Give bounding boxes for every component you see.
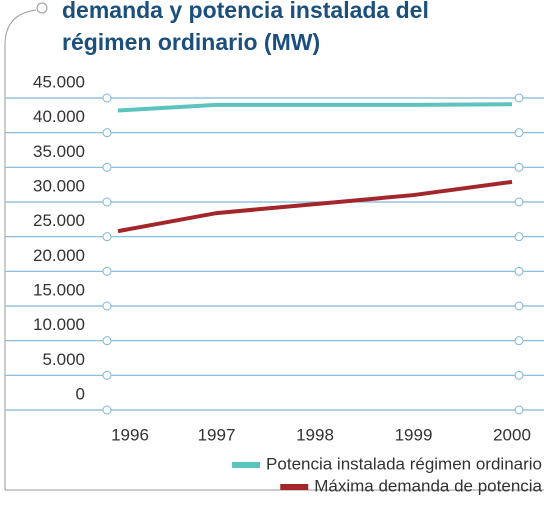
y-tick-label: 5.000 — [42, 350, 85, 369]
grid-dot — [514, 405, 524, 415]
grid-dot — [514, 232, 524, 242]
frame — [4, 9, 37, 490]
y-tick-label: 45.000 — [33, 72, 85, 91]
grid-dot — [102, 197, 112, 207]
line-series — [117, 179, 513, 234]
y-tick-label: 40.000 — [33, 107, 85, 126]
grid-dot — [514, 128, 524, 138]
grid-dot — [514, 370, 524, 380]
grid-dot — [102, 405, 112, 415]
grid-dot — [514, 301, 524, 311]
grid-dot — [102, 266, 112, 276]
grid-dot — [102, 232, 112, 242]
chart-title: régimen ordinario (MW) — [62, 29, 320, 55]
legend-label: Potencia instalada régimen ordinario — [266, 454, 542, 473]
x-tick-label: 1996 — [111, 425, 149, 444]
x-tick-label: 1998 — [296, 425, 334, 444]
x-tick-label: 1997 — [198, 425, 236, 444]
grid-dot — [514, 336, 524, 346]
y-tick-label: 25.000 — [33, 211, 85, 230]
grid-dot — [514, 162, 524, 172]
x-tick-label: 1999 — [395, 425, 433, 444]
grid-dot — [102, 162, 112, 172]
legend-swatch — [280, 484, 309, 490]
y-tick-label: 10.000 — [33, 315, 85, 334]
line-series — [117, 102, 513, 113]
grid-dot — [514, 197, 524, 207]
y-tick-label: 20.000 — [33, 246, 85, 265]
legend-label: Máxima demanda de potencia — [314, 476, 542, 495]
y-tick-label: 30.000 — [33, 176, 85, 195]
grid-dot — [102, 336, 112, 346]
y-tick-label: 35.000 — [33, 142, 85, 161]
grid-dot — [102, 370, 112, 380]
chart-title: demanda y potencia instalada del — [62, 0, 429, 23]
frame-dot — [36, 2, 48, 14]
grid-dot — [102, 128, 112, 138]
grid-dot — [102, 301, 112, 311]
y-tick-label: 15.000 — [33, 280, 85, 299]
grid-dot — [102, 93, 112, 103]
grid-dot — [514, 93, 524, 103]
y-tick-label: 0 — [76, 384, 85, 403]
legend-swatch — [232, 462, 261, 468]
x-tick-label: 2000 — [493, 425, 531, 444]
grid-dot — [514, 266, 524, 276]
